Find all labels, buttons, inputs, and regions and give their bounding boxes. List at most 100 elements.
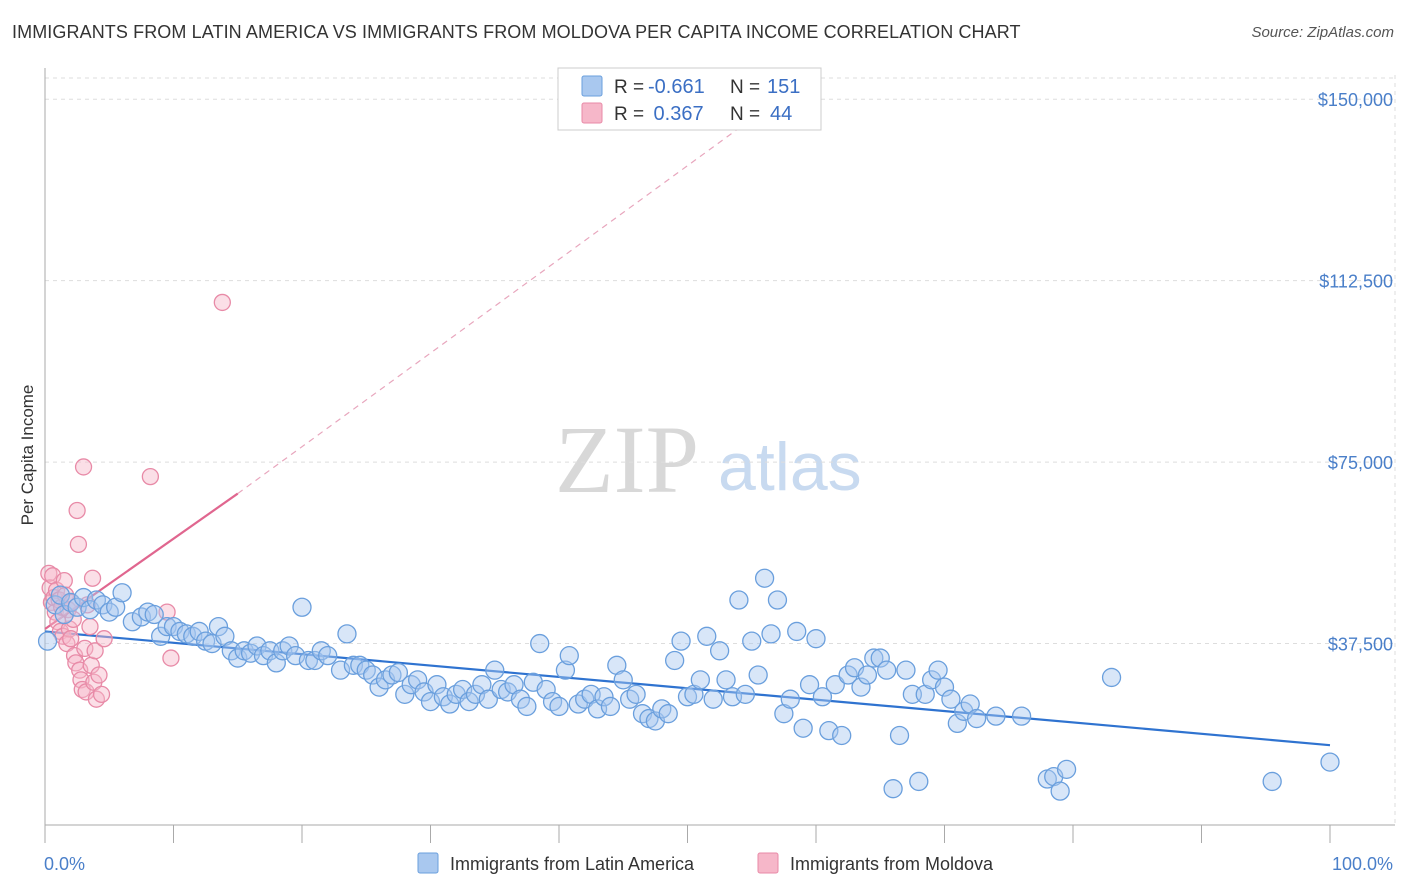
latin-america-point-26 [208, 616, 229, 637]
latin-america-point-79 [555, 660, 576, 680]
trend-line-moldova-extension [237, 127, 740, 495]
moldova-point-43 [213, 293, 231, 312]
y-axis-label: Per Capita Income [18, 384, 37, 526]
latin-america-point-50 [369, 677, 389, 697]
moldova-point-35 [86, 642, 104, 660]
legend-r-label-0: R = [614, 77, 644, 98]
moldova-point-27 [74, 458, 93, 476]
latin-america-point-95 [658, 704, 678, 724]
legend-n-value-1: 44 [770, 103, 792, 125]
legend-n-label-0: N = [730, 77, 760, 98]
latin-america-point-75 [530, 633, 550, 654]
latin-america-point-35 [266, 653, 286, 673]
latin-america-point-132 [896, 660, 916, 680]
latin-america-point-111 [761, 624, 781, 644]
latin-america-point-97 [671, 631, 691, 651]
latin-america-point-73 [517, 696, 537, 717]
latin-america-point-56 [407, 670, 428, 690]
latin-america-point-86 [600, 696, 621, 717]
moldova-point-23 [69, 535, 88, 554]
moldova-point-28 [76, 639, 94, 658]
watermark-zip: ZIP [555, 406, 699, 513]
latin-america-point-140 [947, 713, 967, 734]
latin-america-point-130 [883, 779, 903, 799]
legend-n-value-0: 151 [767, 76, 800, 98]
legend-n-label-1: N = [730, 104, 760, 125]
trend-line-moldova [44, 492, 239, 630]
latin-america-point-138 [934, 677, 955, 697]
stats-legend: R = -0.661 N = 151 R = 0.367 N = 44 [557, 67, 822, 131]
moldova-point-41 [162, 649, 180, 667]
latin-america-point-96 [665, 650, 685, 671]
latin-america-point-109 [748, 665, 768, 685]
latin-america-point-43 [318, 645, 338, 666]
latin-america-point-148 [1050, 781, 1070, 801]
latin-america-point-123 [838, 665, 858, 685]
latin-america-point-59 [427, 675, 447, 695]
latin-america-point-139 [941, 689, 961, 709]
latin-america-point-76 [536, 679, 556, 700]
y-tick-label-3: $150,000 [1318, 90, 1393, 110]
latin-america-point-45 [337, 624, 357, 644]
moldova-point-33 [83, 569, 102, 587]
y-tick-label-1: $75,000 [1328, 453, 1393, 473]
moldova-point-31 [81, 617, 99, 636]
moldova-points [40, 293, 231, 708]
latin-america-point-23 [189, 621, 209, 642]
x-tick-label-1: 100.0% [1332, 854, 1393, 874]
latin-america-point-107 [735, 684, 755, 705]
latin-america-point-144 [986, 706, 1006, 726]
latin-america-points [37, 568, 1340, 801]
y-tick-label-0: $37,500 [1328, 635, 1393, 655]
watermark-atlas: atlas [718, 429, 862, 505]
latin-america-point-128 [870, 648, 890, 668]
series-legend-swatch-blue [417, 852, 439, 874]
latin-america-point-12 [112, 583, 132, 603]
latin-america-point-64 [459, 691, 479, 712]
latin-america-point-103 [709, 641, 730, 661]
latin-america-point-150 [1101, 667, 1122, 688]
latin-america-point-61 [440, 694, 460, 714]
latin-america-point-2 [50, 585, 71, 605]
latin-america-point-78 [549, 696, 569, 717]
latin-america-point-149 [1056, 759, 1077, 780]
latin-america-point-53 [388, 662, 409, 683]
series-legend-label-0: Immigrants from Latin America [450, 854, 695, 874]
legend-r-value-0: -0.661 [648, 76, 705, 98]
latin-america-point-108 [742, 631, 762, 651]
latin-america-point-80 [559, 645, 579, 666]
latin-america-point-39 [292, 597, 312, 617]
latin-america-point-125 [851, 677, 871, 697]
moldova-point-12 [55, 571, 73, 590]
x-tick-labels: 0.0% 100.0% [44, 854, 1393, 874]
latin-america-point-72 [510, 689, 531, 709]
latin-america-point-90 [626, 684, 646, 705]
series-legend-label-1: Immigrants from Moldova [790, 854, 994, 874]
latin-america-point-85 [594, 687, 614, 707]
moldova-point-37 [90, 666, 108, 684]
latin-america-point-112 [767, 590, 788, 610]
latin-america-point-13 [122, 612, 143, 632]
y-tick-label-2: $112,500 [1319, 272, 1393, 292]
latin-america-point-116 [793, 718, 813, 738]
series-legend-swatch-pink [757, 852, 779, 874]
latin-america-point-101 [697, 626, 717, 646]
latin-america-point-40 [298, 650, 319, 671]
latin-america-point-16 [144, 604, 164, 625]
latin-america-point-152 [1320, 752, 1340, 772]
latin-america-point-143 [966, 708, 987, 729]
moldova-point-42 [141, 467, 160, 486]
axes [44, 68, 1395, 843]
moldova-point-22 [68, 501, 86, 520]
latin-america-point-67 [478, 689, 498, 709]
latin-america-point-134 [909, 771, 929, 792]
latin-america-point-54 [395, 684, 415, 705]
source-label: Source: ZipAtlas.com [1251, 24, 1394, 41]
latin-america-point-151 [1262, 771, 1282, 792]
legend-r-label-1: R = [614, 104, 644, 125]
latin-america-point-37 [279, 636, 299, 656]
moldova-point-38 [92, 685, 111, 704]
legend-swatch-pink [581, 102, 603, 124]
latin-america-point-88 [613, 670, 633, 690]
latin-america-point-106 [729, 590, 749, 610]
